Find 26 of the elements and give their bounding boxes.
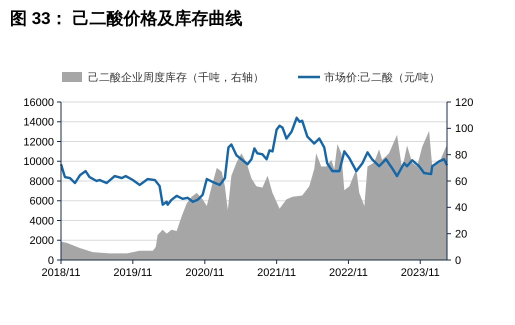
y2-tick-label: 100 — [455, 123, 474, 136]
y-tick-label: 12000 — [23, 136, 54, 148]
legend-label: 市场价:己二酸（元/吨） — [324, 70, 440, 84]
y-tick-label: 16000 — [23, 96, 54, 109]
y2-tick-label: 0 — [455, 254, 462, 267]
legend-label: 己二酸企业周度库存（千吨，右轴） — [88, 70, 264, 84]
y-tick-label: 8000 — [30, 176, 54, 188]
y2-tick-label: 40 — [455, 202, 468, 214]
x-tick-label: 2018/11 — [42, 267, 80, 279]
x-tick-label: 2023/11 — [400, 267, 440, 279]
y-tick-label: 0 — [48, 254, 54, 267]
x-tick-label: 2022/11 — [328, 267, 368, 279]
y-tick-label: 6000 — [30, 196, 54, 208]
x-tick-label: 2019/11 — [113, 267, 152, 279]
y2-tick-label: 80 — [455, 150, 468, 162]
y2-tick-label: 60 — [455, 176, 468, 188]
y-tick-label: 4000 — [30, 215, 54, 228]
line-series — [60, 116, 448, 206]
y2-tick-label: 120 — [455, 96, 474, 109]
x-tick-label: 2021/11 — [257, 267, 296, 279]
x-tick-label: 2020/11 — [185, 267, 224, 279]
y-tick-label: 14000 — [23, 116, 54, 129]
y2-tick-label: 20 — [455, 228, 468, 241]
chart-title: 图 33： 己二酸价格及库存曲线 — [10, 9, 242, 28]
y-tick-label: 2000 — [30, 235, 54, 248]
y-tick-label: 10000 — [23, 156, 54, 168]
